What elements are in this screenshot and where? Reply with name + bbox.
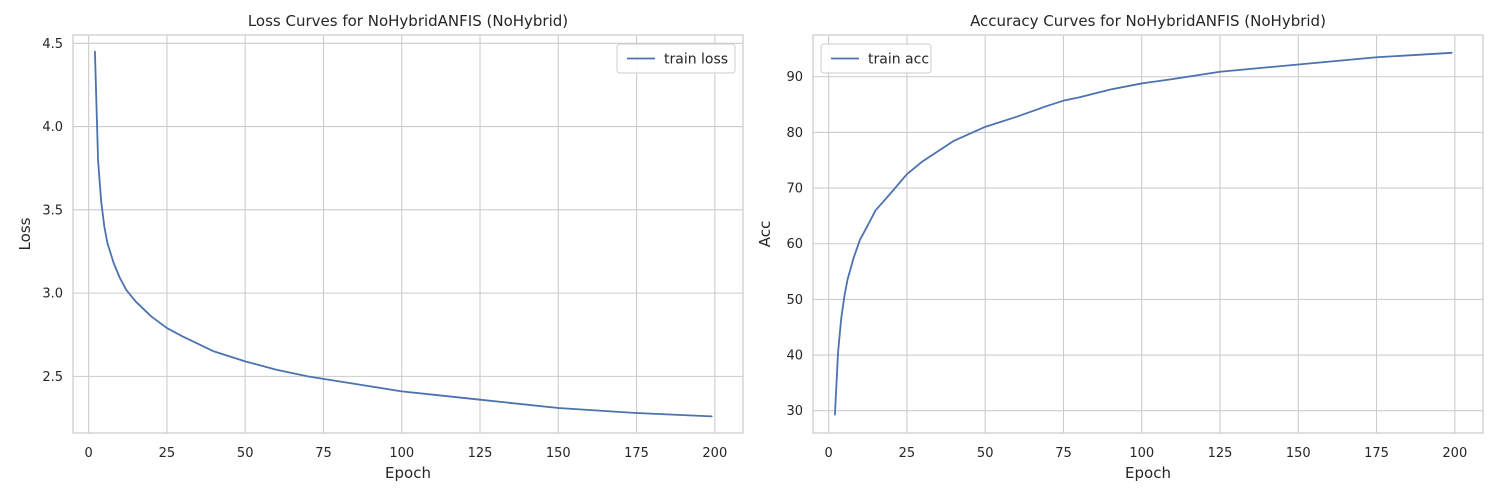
x-axis-label: Epoch (1125, 464, 1171, 482)
x-tick-label: 200 (702, 446, 727, 461)
x-tick-label: 150 (1286, 446, 1311, 461)
legend-box (820, 43, 932, 74)
x-tick-label: 50 (237, 446, 254, 461)
x-tick-label: 25 (159, 446, 176, 461)
series-line-train-acc (834, 51, 1453, 416)
chart-title: Accuracy Curves for NoHybridANFIS (NoHyb… (970, 12, 1326, 30)
chart-title: Loss Curves for NoHybridANFIS (NoHybrid) (248, 12, 568, 30)
x-tick-label: 100 (1129, 446, 1154, 461)
y-tick-label: 3.5 (42, 203, 63, 218)
x-tick-label: 125 (1208, 446, 1233, 461)
y-tick-label: 4.0 (42, 120, 63, 135)
series-line-train-loss (94, 50, 713, 418)
y-tick-label: 90 (786, 70, 803, 85)
x-tick-label: 200 (1442, 446, 1467, 461)
y-tick-label: 2.5 (42, 370, 63, 385)
x-tick-label: 125 (468, 446, 493, 461)
y-tick-label: 60 (786, 237, 803, 252)
plot-frame (72, 34, 744, 434)
y-tick-label: 80 (786, 126, 803, 141)
chart-panel-2: 0 25 50 75 100 125 150 175 200 30 40 50 60 70 80 90 Accu… (756, 12, 1484, 482)
x-tick-label: 150 (546, 446, 571, 461)
chart-panel-1: 0 25 50 75 100 125 150 175 200 2.5 3.0 3.5 4.0 4.5 Los… (16, 12, 744, 482)
x-tick-label: 175 (1364, 446, 1389, 461)
y-tick-label: 30 (786, 404, 803, 419)
plot-area (73, 35, 743, 433)
x-tick-label: 25 (899, 446, 916, 461)
plot-frame (812, 34, 1484, 434)
legend-box (616, 43, 736, 74)
y-tick-label: 3.0 (42, 287, 63, 302)
plot-area (813, 35, 1483, 433)
legend-entry-label: train loss (664, 52, 728, 68)
x-tick-label: 0 (825, 446, 833, 461)
x-tick-label: 75 (315, 446, 332, 461)
x-axis-label: Epoch (385, 464, 431, 482)
x-tick-label: 175 (624, 446, 649, 461)
x-tick-label: 0 (85, 446, 93, 461)
x-tick-label: 100 (389, 446, 414, 461)
y-tick-label: 50 (786, 293, 803, 308)
legend-entry-label: train acc (868, 52, 929, 68)
y-axis-label: Acc (756, 221, 774, 248)
y-tick-label: 4.5 (42, 37, 63, 52)
y-tick-label: 70 (786, 182, 803, 197)
x-tick-label: 50 (977, 446, 994, 461)
y-axis-label: Loss (16, 217, 34, 250)
legend: train acc (820, 43, 932, 74)
y-tick-label: 40 (786, 349, 803, 364)
legend: train loss (616, 43, 736, 74)
x-tick-label: 75 (1055, 446, 1072, 461)
